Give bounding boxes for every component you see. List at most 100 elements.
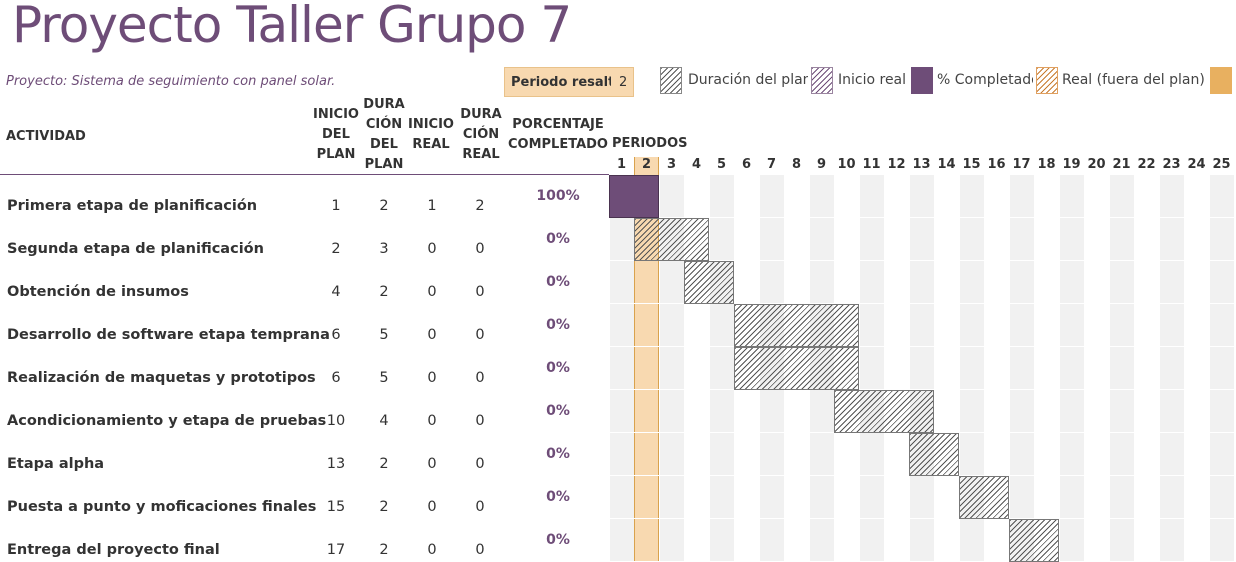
period-number: 17 — [1012, 157, 1031, 172]
legend-real-outside-plan: Real (fuera del plan) — [1036, 67, 1206, 95]
plan-duration-value: 2 — [379, 499, 389, 515]
activity-name: Segunda etapa de planificación — [7, 241, 264, 257]
real-start-value: 0 — [427, 413, 437, 429]
plan-duration-bar — [834, 390, 934, 433]
header-line: PLAN — [364, 157, 404, 172]
header-line: INICIO — [313, 107, 359, 122]
header-line: DURA — [460, 107, 502, 122]
header-line: PORCENTAJE — [512, 117, 604, 132]
plan-duration-bar — [1009, 519, 1059, 562]
real-start-value: 0 — [427, 542, 437, 558]
period-number: 24 — [1187, 157, 1206, 172]
real-start-value: 0 — [427, 499, 437, 515]
real-duration-value: 0 — [475, 499, 485, 515]
plan-start-value: 15 — [326, 499, 346, 515]
real-duration-value: 0 — [475, 284, 485, 300]
real-start-value: 0 — [427, 284, 437, 300]
plan-duration-swatch-icon — [660, 67, 682, 94]
row-divider — [609, 303, 1236, 304]
period-number: 3 — [666, 157, 677, 172]
period-number: 13 — [912, 157, 931, 172]
period-number: 21 — [1112, 157, 1131, 172]
plan-start-value: 6 — [331, 327, 341, 343]
header-line: PLAN — [316, 147, 356, 162]
real-duration-value: 0 — [475, 456, 485, 472]
real-start-swatch-icon — [811, 67, 833, 94]
highlighted-period-label: Periodo resaltado: — [511, 75, 611, 90]
period-column-shade — [860, 175, 884, 561]
header-line: DURA — [363, 97, 405, 112]
highlighted-period-value[interactable]: 2 — [619, 75, 628, 90]
legend-label: Real (fuera del plan) — [1062, 72, 1204, 88]
header-line: COMPLETADO — [508, 137, 608, 152]
plan-duration-value: 2 — [379, 456, 389, 472]
activity-name: Etapa alpha — [7, 456, 105, 472]
project-description: Proyecto: Sistema de seguimiento con pan… — [6, 74, 336, 89]
highlight-swatch-icon — [1210, 67, 1232, 94]
activity-name: Entrega del proyecto final — [7, 542, 220, 558]
period-column-shade — [910, 175, 934, 561]
row-divider — [609, 518, 1236, 519]
real-start-value: 1 — [427, 198, 437, 214]
period-number: 23 — [1162, 157, 1181, 172]
header-line: CIÓN — [462, 127, 500, 142]
page-title: Proyecto Taller Grupo 7 — [12, 0, 572, 54]
period-column-shade — [710, 175, 734, 561]
header-line: DEL — [370, 137, 398, 152]
plan-duration-value: 2 — [379, 542, 389, 558]
period-number: 14 — [937, 157, 956, 172]
real-start-value: 0 — [427, 241, 437, 257]
legend-label: % Completado — [937, 72, 1033, 88]
header-percent-complete: PORCENTAJE COMPLETADO — [506, 115, 610, 155]
plan-start-value: 13 — [326, 456, 346, 472]
percent-complete-value: 0% — [546, 360, 570, 376]
period-number: 12 — [887, 157, 906, 172]
legend-label: Duración del plan — [688, 72, 808, 88]
period-number: 2 — [634, 157, 659, 175]
period-number: 25 — [1212, 157, 1231, 172]
real-duration-value: 2 — [475, 198, 485, 214]
highlighted-period-field[interactable]: Periodo resaltado: 2 — [504, 67, 634, 97]
percent-complete-value: 0% — [546, 317, 570, 333]
percent-complete-bar — [609, 175, 659, 218]
header-activity: ACTIVIDAD — [6, 129, 86, 144]
header-line: INICIO — [408, 117, 454, 132]
plan-duration-bar — [684, 261, 734, 304]
header-line: CIÓN — [365, 117, 403, 132]
real-duration-value: 0 — [475, 241, 485, 257]
plan-duration-bar — [959, 476, 1009, 519]
header-line: DEL — [322, 127, 350, 142]
period-number: 15 — [962, 157, 981, 172]
period-number: 5 — [716, 157, 727, 172]
row-divider — [609, 346, 1236, 347]
period-column-shade — [1160, 175, 1184, 561]
plan-duration-bar — [909, 433, 959, 476]
activity-name: Primera etapa de planificación — [7, 198, 258, 214]
period-column-shade — [1210, 175, 1234, 561]
period-number: 8 — [791, 157, 802, 172]
period-number: 9 — [816, 157, 827, 172]
header-periods: PERIODOS — [612, 136, 688, 151]
percent-complete-value: 100% — [536, 188, 580, 204]
header-plan-start: INICIO DEL PLAN — [312, 105, 360, 165]
percent-complete-value: 0% — [546, 489, 570, 505]
plan-duration-bar — [734, 304, 859, 347]
plan-start-value: 1 — [331, 198, 341, 214]
period-number: 20 — [1087, 157, 1106, 172]
plan-start-value: 2 — [331, 241, 341, 257]
real-start-value: 0 — [427, 370, 437, 386]
percent-complete-value: 0% — [546, 274, 570, 290]
legend-percent-complete: % Completado — [911, 67, 1035, 95]
plan-duration-value: 4 — [379, 413, 389, 429]
plan-start-value: 6 — [331, 370, 341, 386]
percent-complete-value: 0% — [546, 231, 570, 247]
activity-name: Realización de maquetas y prototipos — [7, 370, 316, 386]
period-number: 11 — [862, 157, 881, 172]
activity-name: Obtención de insumos — [7, 284, 189, 300]
period-number: 18 — [1037, 157, 1056, 172]
real-duration-value: 0 — [475, 327, 485, 343]
percent-complete-value: 0% — [546, 403, 570, 419]
header-real-start: INICIO REAL — [408, 115, 454, 155]
period-column-shade — [1060, 175, 1084, 561]
header-real-duration: DURA CIÓN REAL — [458, 105, 504, 165]
